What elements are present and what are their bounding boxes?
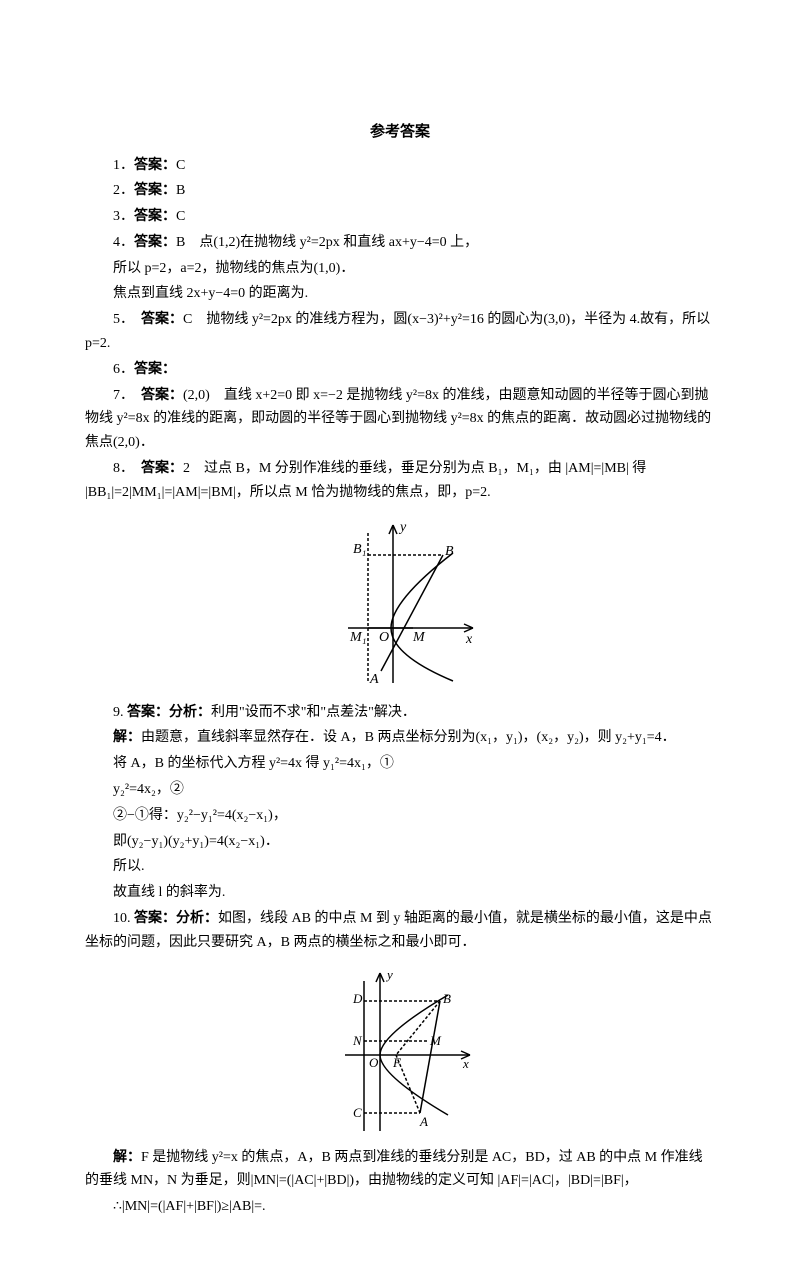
parabola-diagram-1: y x B₁ B M₁ O M A: [318, 513, 483, 693]
parabola-curve: [391, 553, 453, 681]
answer-10-line2: ∴|MN|=(|AF|+|BF|)≥|AB|=.: [85, 1195, 715, 1219]
answer-label: 答案：: [141, 461, 183, 476]
q-num: 3．: [113, 209, 134, 224]
label-f: F: [392, 1055, 402, 1070]
label-b1: B₁: [353, 542, 366, 557]
answer-9-line6: 所以.: [85, 855, 715, 879]
answer-text: B 点(1,2)在抛物线 y²=2px 和直线 ax+y−4=0 上，: [176, 235, 478, 250]
label-m1: M₁: [349, 630, 367, 645]
answer-3: 3．答案：C: [85, 205, 715, 229]
page-title: 参考答案: [85, 120, 715, 146]
answer-4-line3: 焦点到直线 2x+y−4=0 的距离为.: [85, 282, 715, 306]
answer-label: 答案：: [134, 209, 176, 224]
label-d: D: [352, 991, 363, 1006]
label-b: B: [445, 544, 454, 559]
label-b: B: [443, 991, 451, 1006]
answer-9-line5: 即(y₂−y₁)(y₂+y₁)=4(x₂−x₁)．: [85, 830, 715, 854]
parabola-diagram-2: y x D B N O F M C A: [320, 963, 480, 1138]
q-num: 8．: [113, 461, 141, 476]
chord-ab: [381, 555, 443, 671]
label-y: y: [398, 520, 407, 535]
label-y: y: [385, 967, 393, 982]
answer-1: 1．答案：C: [85, 154, 715, 178]
answer-8: 8． 答案：2 过点 B，M 分别作准线的垂线，垂足分别为点 B₁，M₁，由 |…: [85, 457, 715, 505]
q-num: 9.: [113, 705, 124, 720]
answer-10-analysis: 10. 答案：分析：如图，线段 AB 的中点 M 到 y 轴距离的最小值，就是横…: [85, 907, 715, 955]
label-o: O: [369, 1055, 379, 1070]
answer-2: 2．答案：B: [85, 179, 715, 203]
label-c: C: [353, 1105, 362, 1120]
q-num: 2．: [113, 183, 134, 198]
answer-9-line3: y₂²=4x₂，②: [85, 778, 715, 802]
answer-label: 答案：: [141, 312, 183, 327]
solve-text: 由题意，直线斜率显然存在．设 A，B 两点坐标分别为(x₁，y₁)，(x₂，y₂…: [141, 730, 676, 745]
analysis-text: 利用"设而不求"和"点差法"解决．: [211, 705, 416, 720]
label-n: N: [352, 1033, 363, 1048]
answer-9-analysis: 9. 答案：分析：利用"设而不求"和"点差法"解决．: [85, 701, 715, 725]
answer-label: 答案：: [134, 158, 176, 173]
answer-label: 答案：: [134, 235, 176, 250]
q-num: 4．: [113, 235, 134, 250]
answer-7: 7． 答案：(2,0) 直线 x+2=0 即 x=−2 是抛物线 y²=8x 的…: [85, 384, 715, 455]
answer-value: C: [176, 158, 185, 173]
answer-4-line2: 所以 p=2，a=2，抛物线的焦点为(1,0)．: [85, 257, 715, 281]
label-o: O: [379, 630, 389, 645]
answer-label: 答案：分析：: [134, 911, 218, 926]
q-num: 7．: [113, 388, 141, 403]
label-m: M: [429, 1033, 442, 1048]
solve-text: F 是抛物线 y²=x 的焦点，A，B 两点到准线的垂线分别是 AC，BD，过 …: [85, 1150, 703, 1189]
answer-6: 6．答案：: [85, 358, 715, 382]
label-a: A: [419, 1114, 428, 1129]
answer-5: 5． 答案：C 抛物线 y²=2px 的准线方程为，圆(x−3)²+y²=16 …: [85, 308, 715, 356]
label-a: A: [369, 672, 379, 687]
q-num: 1．: [113, 158, 134, 173]
q-num: 5．: [113, 312, 141, 327]
label-x: x: [465, 632, 473, 647]
answer-label: 答案：: [134, 362, 176, 377]
solve-label: 解：: [113, 730, 141, 745]
answer-label: 答案：: [134, 183, 176, 198]
document-page: 参考答案 1．答案：C 2．答案：B 3．答案：C 4．答案：B 点(1,2)在…: [0, 0, 800, 1261]
label-x: x: [462, 1056, 469, 1071]
answer-9-solve: 解：由题意，直线斜率显然存在．设 A，B 两点坐标分别为(x₁，y₁)，(x₂，…: [85, 726, 715, 750]
answer-label: 答案：分析：: [127, 705, 211, 720]
answer-value: C: [176, 209, 185, 224]
answer-label: 答案：: [141, 388, 183, 403]
answer-10-solve: 解：F 是抛物线 y²=x 的焦点，A，B 两点到准线的垂线分别是 AC，BD，…: [85, 1146, 715, 1194]
label-m: M: [412, 630, 426, 645]
answer-9-line2: 将 A，B 的坐标代入方程 y²=4x 得 y₁²=4x₁，①: [85, 752, 715, 776]
answer-9-line4: ②−①得：y₂²−y₁²=4(x₂−x₁)，: [85, 804, 715, 828]
answer-value: B: [176, 183, 185, 198]
solve-label: 解：: [113, 1150, 141, 1165]
chord-ab: [420, 1001, 440, 1113]
q-num: 6．: [113, 362, 134, 377]
answer-4: 4．答案：B 点(1,2)在抛物线 y²=2px 和直线 ax+y−4=0 上，: [85, 231, 715, 255]
q-num: 10.: [113, 911, 131, 926]
answer-9-line7: 故直线 l 的斜率为.: [85, 881, 715, 905]
